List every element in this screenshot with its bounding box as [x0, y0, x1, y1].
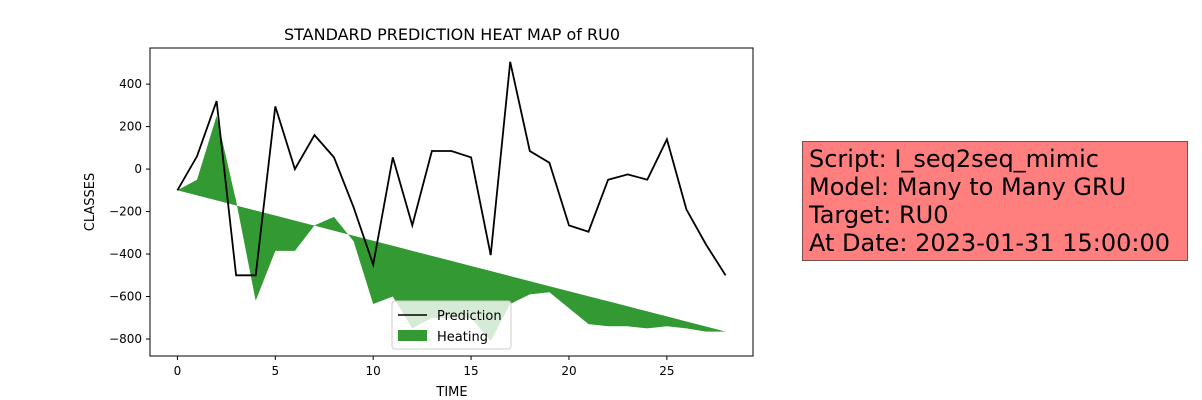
legend-heating-swatch [398, 330, 427, 341]
y-tick-label: 400 [119, 77, 142, 91]
legend: Prediction Heating [391, 300, 512, 350]
axes: 0 5 10 15 20 25 −800 −600 −400 −200 0 200 400 [109, 77, 674, 378]
y-tick-label: 200 [119, 120, 142, 134]
info-model-line: Model: Many to Many GRU [809, 173, 1127, 201]
x-tick-label: 25 [659, 364, 674, 378]
y-tick-label: −400 [109, 247, 142, 261]
chart-title: STANDARD PREDICTION HEAT MAP of RU0 [284, 25, 620, 44]
x-tick-label: 0 [174, 364, 182, 378]
prediction-line [176, 61, 727, 277]
x-tick-label: 20 [561, 364, 576, 378]
run-info-box: Script: I_seq2seq_mimic Model: Many to M… [802, 141, 1188, 261]
x-tick-label: 15 [463, 364, 478, 378]
y-tick-label: 0 [134, 162, 142, 176]
plot-frame [149, 47, 754, 357]
y-tick-label: −800 [109, 332, 142, 346]
y-tick-label: −600 [109, 290, 142, 304]
plot-area [176, 61, 727, 342]
x-tick-label: 10 [366, 364, 381, 378]
info-target-line: Target: RU0 [809, 201, 949, 229]
legend-prediction-label: Prediction [437, 309, 502, 324]
y-axis-label: CLASSES [83, 173, 98, 231]
info-script-line: Script: I_seq2seq_mimic [809, 145, 1099, 173]
x-tick-label: 5 [271, 364, 279, 378]
y-tick-label: −200 [109, 205, 142, 219]
legend-heating-label: Heating [437, 330, 488, 345]
heating-area [177, 116, 726, 342]
info-date-line: At Date: 2023-01-31 15:00:00 [809, 229, 1171, 257]
x-axis-label: TIME [435, 385, 467, 400]
